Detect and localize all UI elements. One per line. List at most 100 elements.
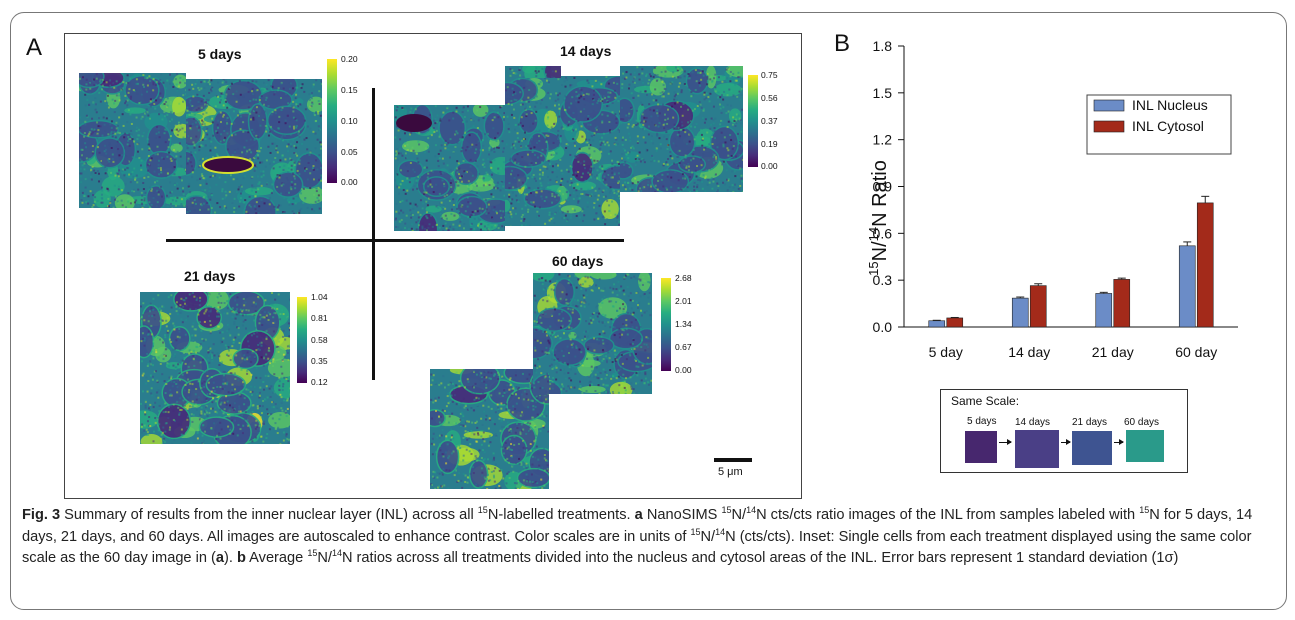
caption-sup: 14	[746, 505, 757, 515]
inset-label-5-days: 5 days	[967, 416, 997, 427]
inset-arrow	[999, 439, 1012, 445]
quadrant-divider-horizontal	[166, 239, 624, 242]
texture	[79, 73, 186, 208]
y-tick-label: 1.2	[873, 132, 893, 148]
caption-text: NanoSIMS	[642, 507, 722, 523]
y-title-sup-14: 14	[866, 227, 881, 241]
plot-area: 0.0 0.3 0.6 0.9 1.2 1.5 1.8 5 day 14 day 21 day 60…	[873, 38, 1238, 360]
inset-title: Same Scale:	[951, 394, 1020, 408]
bar-chart: 15N/14N Ratio 0.0 0.3 0.6 0.9 1.2 1.5 1.8 5 day…	[866, 38, 1238, 360]
legend-swatch	[1093, 120, 1125, 133]
colorbar-tick: 0.00	[341, 177, 358, 187]
y-tick-label: 1.8	[873, 38, 893, 54]
caption-text: N/	[317, 550, 332, 567]
colorbar-tick: 0.15	[341, 85, 358, 95]
bar-inl-nucleus	[1095, 293, 1113, 328]
same-scale-inset: Same Scale: 5 days 14 days 21 days 60 da…	[940, 389, 1188, 473]
inset-label-14-days: 14 days	[1015, 417, 1051, 428]
bar-inl-cytosol	[946, 317, 964, 328]
y-title-ratio: N Ratio	[869, 160, 891, 227]
nanosims-image-5-days-right	[186, 79, 322, 214]
caption-text: Summary of results from the inner nuclea…	[60, 507, 478, 523]
texture	[430, 369, 549, 489]
caption-sup: 15	[477, 505, 488, 515]
nanosims-image-60-days-b	[430, 369, 549, 489]
nanosims-image-60-days-join	[533, 369, 549, 395]
y-tick-label: 0.9	[873, 179, 893, 195]
x-tick-label: 14 day	[1008, 344, 1050, 360]
quadrant-divider-vertical	[372, 88, 375, 380]
caption-panel-ref: a	[634, 507, 643, 523]
legend: INL Nucleus INL Cytosol	[1086, 94, 1232, 155]
x-tick-label: 21 day	[1092, 344, 1134, 360]
texture	[533, 369, 549, 395]
scale-bar-label: 5 μm	[718, 466, 743, 478]
caption-sup: 15	[690, 526, 701, 537]
nanosims-image-14-days-a	[394, 105, 505, 231]
nanosims-image-14-days-c	[620, 66, 743, 192]
legend-swatch	[1093, 99, 1125, 112]
texture	[620, 66, 743, 192]
y-tick-label: 0.6	[873, 225, 893, 241]
caption-text: N cts/cts ratio images of the INL from s…	[756, 507, 1140, 523]
caption-sup: 14	[331, 548, 342, 559]
caption-text: ).	[224, 550, 237, 567]
x-tick-label: 5 day	[929, 344, 963, 360]
bar-inl-cytosol	[1196, 202, 1214, 328]
colorbar-tick: 0.00	[761, 161, 778, 171]
caption-text: N ratios across all treatments divided i…	[341, 550, 1179, 567]
inset-cell-5-days	[965, 431, 997, 463]
colorbar-tick: 0.19	[761, 139, 778, 149]
colorbar-tick: 1.34	[675, 319, 692, 329]
colorbar-tick: 0.35	[311, 356, 328, 366]
legend-label: INL Nucleus	[1132, 97, 1208, 113]
colorbar-tick: 0.05	[341, 147, 358, 157]
inset-label-21-days: 21 days	[1072, 417, 1108, 428]
colorbar-tick: 0.75	[761, 70, 778, 80]
image-label-14-days: 14 days	[560, 43, 612, 59]
y-tick-label: 0.3	[873, 272, 893, 288]
colorbar-tick: 2.68	[675, 273, 692, 283]
colorbar-tick: 0.37	[761, 116, 778, 126]
bar-inl-cytosol	[1029, 285, 1047, 328]
image-label-60-days: 60 days	[552, 253, 604, 269]
colorbar-tick: 0.20	[341, 54, 358, 64]
colorbar-tick: 2.01	[675, 296, 692, 306]
caption-text: N/	[700, 528, 716, 545]
y-axis-title-text: 15N/14N Ratio	[866, 160, 891, 276]
caption-fig-label: Fig. 3	[22, 507, 61, 523]
y-title-n: N/	[869, 241, 891, 261]
inset-arrow	[1114, 439, 1124, 445]
caption-sup: 15	[307, 548, 318, 559]
inset-cell-14-days	[1015, 430, 1059, 468]
nanosims-image-14-days-top	[505, 66, 561, 78]
inset-cell-21-days	[1072, 431, 1112, 465]
inset-arrow	[1061, 439, 1071, 445]
caption-sup: 15	[1139, 505, 1150, 515]
texture	[505, 66, 561, 78]
texture	[140, 292, 290, 444]
texture	[533, 273, 652, 394]
figure-caption: Fig. 3 Summary of results from the inner…	[22, 505, 1272, 570]
inset-label-60-days: 60 days	[1124, 417, 1160, 428]
nanosims-image-60-days-a	[533, 273, 652, 394]
y-title-sup-15: 15	[866, 261, 881, 275]
image-label-5-days: 5 days	[198, 46, 242, 62]
colorbar-tick: 0.58	[311, 335, 328, 345]
caption-sup: 15	[721, 505, 732, 515]
colorbar-tick: 0.81	[311, 313, 328, 323]
nanosims-image-5-days-left	[79, 73, 186, 208]
caption-text: N for 5 days, 14 days, 21 days, and 60 d…	[22, 507, 1253, 545]
colorbar-tick: 0.56	[761, 93, 778, 103]
y-tick-label: 0.0	[873, 319, 893, 335]
colorbar-tick: 1.04	[311, 292, 328, 302]
caption-panel-ref: b	[237, 550, 246, 567]
texture	[186, 79, 322, 214]
panel-b-letter: B	[834, 30, 851, 57]
caption-text: N-labelled treatments.	[487, 507, 635, 523]
inset-cell-60-days	[1126, 430, 1164, 462]
image-label-21-days: 21 days	[184, 268, 236, 284]
caption-text: N (cts/cts). Inset: Single cells from ea…	[22, 528, 1252, 567]
colorbar-21-days	[297, 297, 307, 383]
bar-inl-nucleus	[1178, 245, 1196, 328]
